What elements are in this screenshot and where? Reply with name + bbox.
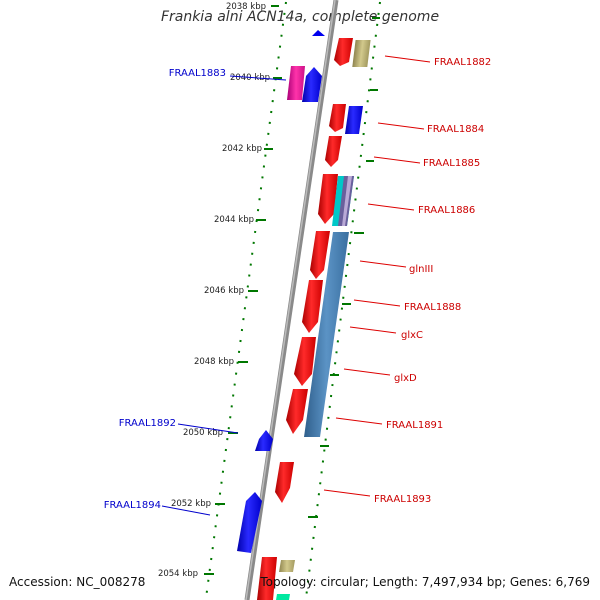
callout-line — [349, 326, 397, 334]
gene-label[interactable]: FRAAL1884 — [427, 124, 484, 135]
kbp-ticks — [204, 5, 282, 575]
callout-line — [343, 368, 391, 376]
kbp-label: 2042 kbp — [222, 144, 262, 154]
callout-line — [177, 423, 239, 434]
callout-line — [335, 417, 383, 425]
kbp-label: 2040 kbp — [230, 73, 270, 83]
gene-label[interactable]: FRAAL1883 — [169, 68, 226, 79]
gene-label[interactable]: glxD — [394, 373, 417, 384]
callout-line — [229, 75, 287, 81]
gene-fraal1883-pink — [287, 66, 305, 100]
kbp-label: 2050 kbp — [183, 428, 223, 438]
gene-callouts: FRAAL1882 FRAAL1884 FRAAL1885 FRAAL1886 glnI… — [104, 55, 491, 516]
callout-line — [323, 489, 371, 497]
gene-glxc — [294, 337, 316, 386]
gene-fraal1883 — [302, 67, 322, 102]
gene-label[interactable]: FRAAL1892 — [119, 418, 176, 429]
kbp-label: 2052 kbp — [171, 499, 211, 509]
gene-fraal1893 — [275, 462, 294, 503]
forward-track-boundary — [305, 1, 381, 599]
gene-fraal1894 — [237, 492, 262, 553]
kbp-label: 2054 kbp — [158, 569, 198, 579]
kbp-label: 2048 kbp — [194, 357, 234, 367]
callout-line — [353, 299, 401, 307]
accession-label: Accession: NC_008278 — [9, 575, 146, 589]
gene-label[interactable]: FRAAL1891 — [386, 420, 443, 431]
kbp-labels: 2038 kbp 2040 kbp 2042 kbp 2044 kbp 2046 kbp… — [158, 2, 270, 579]
gene-label[interactable]: FRAAL1886 — [418, 205, 475, 216]
gene-fraal1882-khaki — [352, 40, 371, 67]
gene-fraal1892 — [255, 430, 273, 451]
gene-fraal1884 — [329, 104, 346, 132]
gene-label[interactable]: FRAAL1893 — [374, 494, 431, 505]
gene-label[interactable]: glxC — [401, 330, 423, 341]
gene-glnIII — [310, 231, 330, 279]
gene-fraal1885 — [325, 136, 342, 167]
kbp-label: 2038 kbp — [226, 2, 266, 12]
gene-label[interactable]: FRAAL1882 — [434, 57, 491, 68]
topology-label: Topology: circular; Length: 7,497,934 bp… — [260, 575, 590, 589]
callout-line — [384, 55, 431, 63]
callout-line — [161, 505, 211, 516]
forward-genes — [275, 38, 371, 600]
callout-line — [373, 156, 421, 164]
map-title: Frankia alni ACN14a, complete genome — [160, 9, 440, 25]
gene-band-steelblue — [304, 232, 349, 437]
callout-line — [359, 260, 407, 268]
outer-ticks — [308, 17, 380, 518]
callout-line — [367, 203, 415, 211]
gene-label[interactable]: FRAAL1894 — [104, 500, 161, 511]
reverse-genes — [237, 30, 325, 600]
reverse-track-boundary — [205, 1, 287, 599]
gene-label[interactable]: FRAAL1888 — [404, 302, 461, 313]
gene-fraal1882 — [334, 38, 353, 66]
gene-fraal1888 — [302, 280, 323, 333]
gene-fraal1891 — [286, 389, 308, 434]
callout-line — [377, 122, 425, 130]
gene-label[interactable]: glnIII — [409, 264, 433, 275]
genome-backbone — [244, 0, 339, 600]
gene-fraal1886 — [318, 174, 338, 224]
gene-fraal1884-blue — [345, 106, 363, 134]
gene-label[interactable]: FRAAL1885 — [423, 158, 480, 169]
kbp-label: 2046 kbp — [204, 286, 244, 296]
kbp-label: 2044 kbp — [214, 215, 254, 225]
